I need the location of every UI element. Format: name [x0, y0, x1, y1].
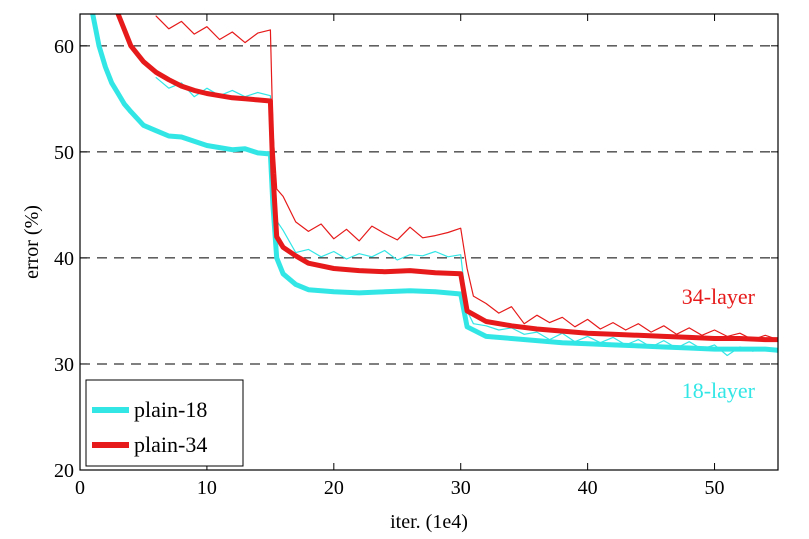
annotation-18-layer: 18-layer [682, 378, 756, 403]
legend-label-plain-18: plain-18 [134, 397, 207, 422]
y-tick-label-40: 40 [54, 248, 74, 270]
y-tick-label-50: 50 [54, 142, 74, 164]
grid-lines [80, 45, 778, 365]
x-tick-label-40: 40 [578, 477, 598, 499]
y-axis-label: error (%) [21, 205, 43, 279]
axis-ticks: 0 10 20 30 40 50 20 30 40 50 60 [54, 14, 778, 499]
legend-box [85, 379, 244, 467]
plot-area [90, 14, 778, 357]
series-line-plain-34-train [155, 15, 778, 341]
y-tick-label-60: 60 [54, 36, 74, 58]
plot-frame [79, 13, 779, 471]
y-tick-label-20: 20 [54, 460, 74, 482]
annotation-34-layer: 34-layer [682, 284, 756, 309]
y-tick-label-30: 30 [54, 354, 74, 376]
x-tick-label-50: 50 [705, 477, 725, 499]
legend: plain-18 plain-34 [85, 379, 244, 467]
series-line-plain-18-train [155, 76, 778, 357]
series-line-plain-34-test [115, 14, 778, 343]
series-line-plain-18-test [90, 14, 778, 353]
x-axis-label: iter. (1e4) [390, 511, 468, 533]
legend-label-plain-34: plain-34 [134, 432, 207, 457]
x-tick-label-30: 30 [451, 477, 471, 499]
x-tick-label-20: 20 [324, 477, 344, 499]
x-tick-label-0: 0 [75, 477, 85, 499]
x-tick-label-10: 10 [197, 477, 217, 499]
